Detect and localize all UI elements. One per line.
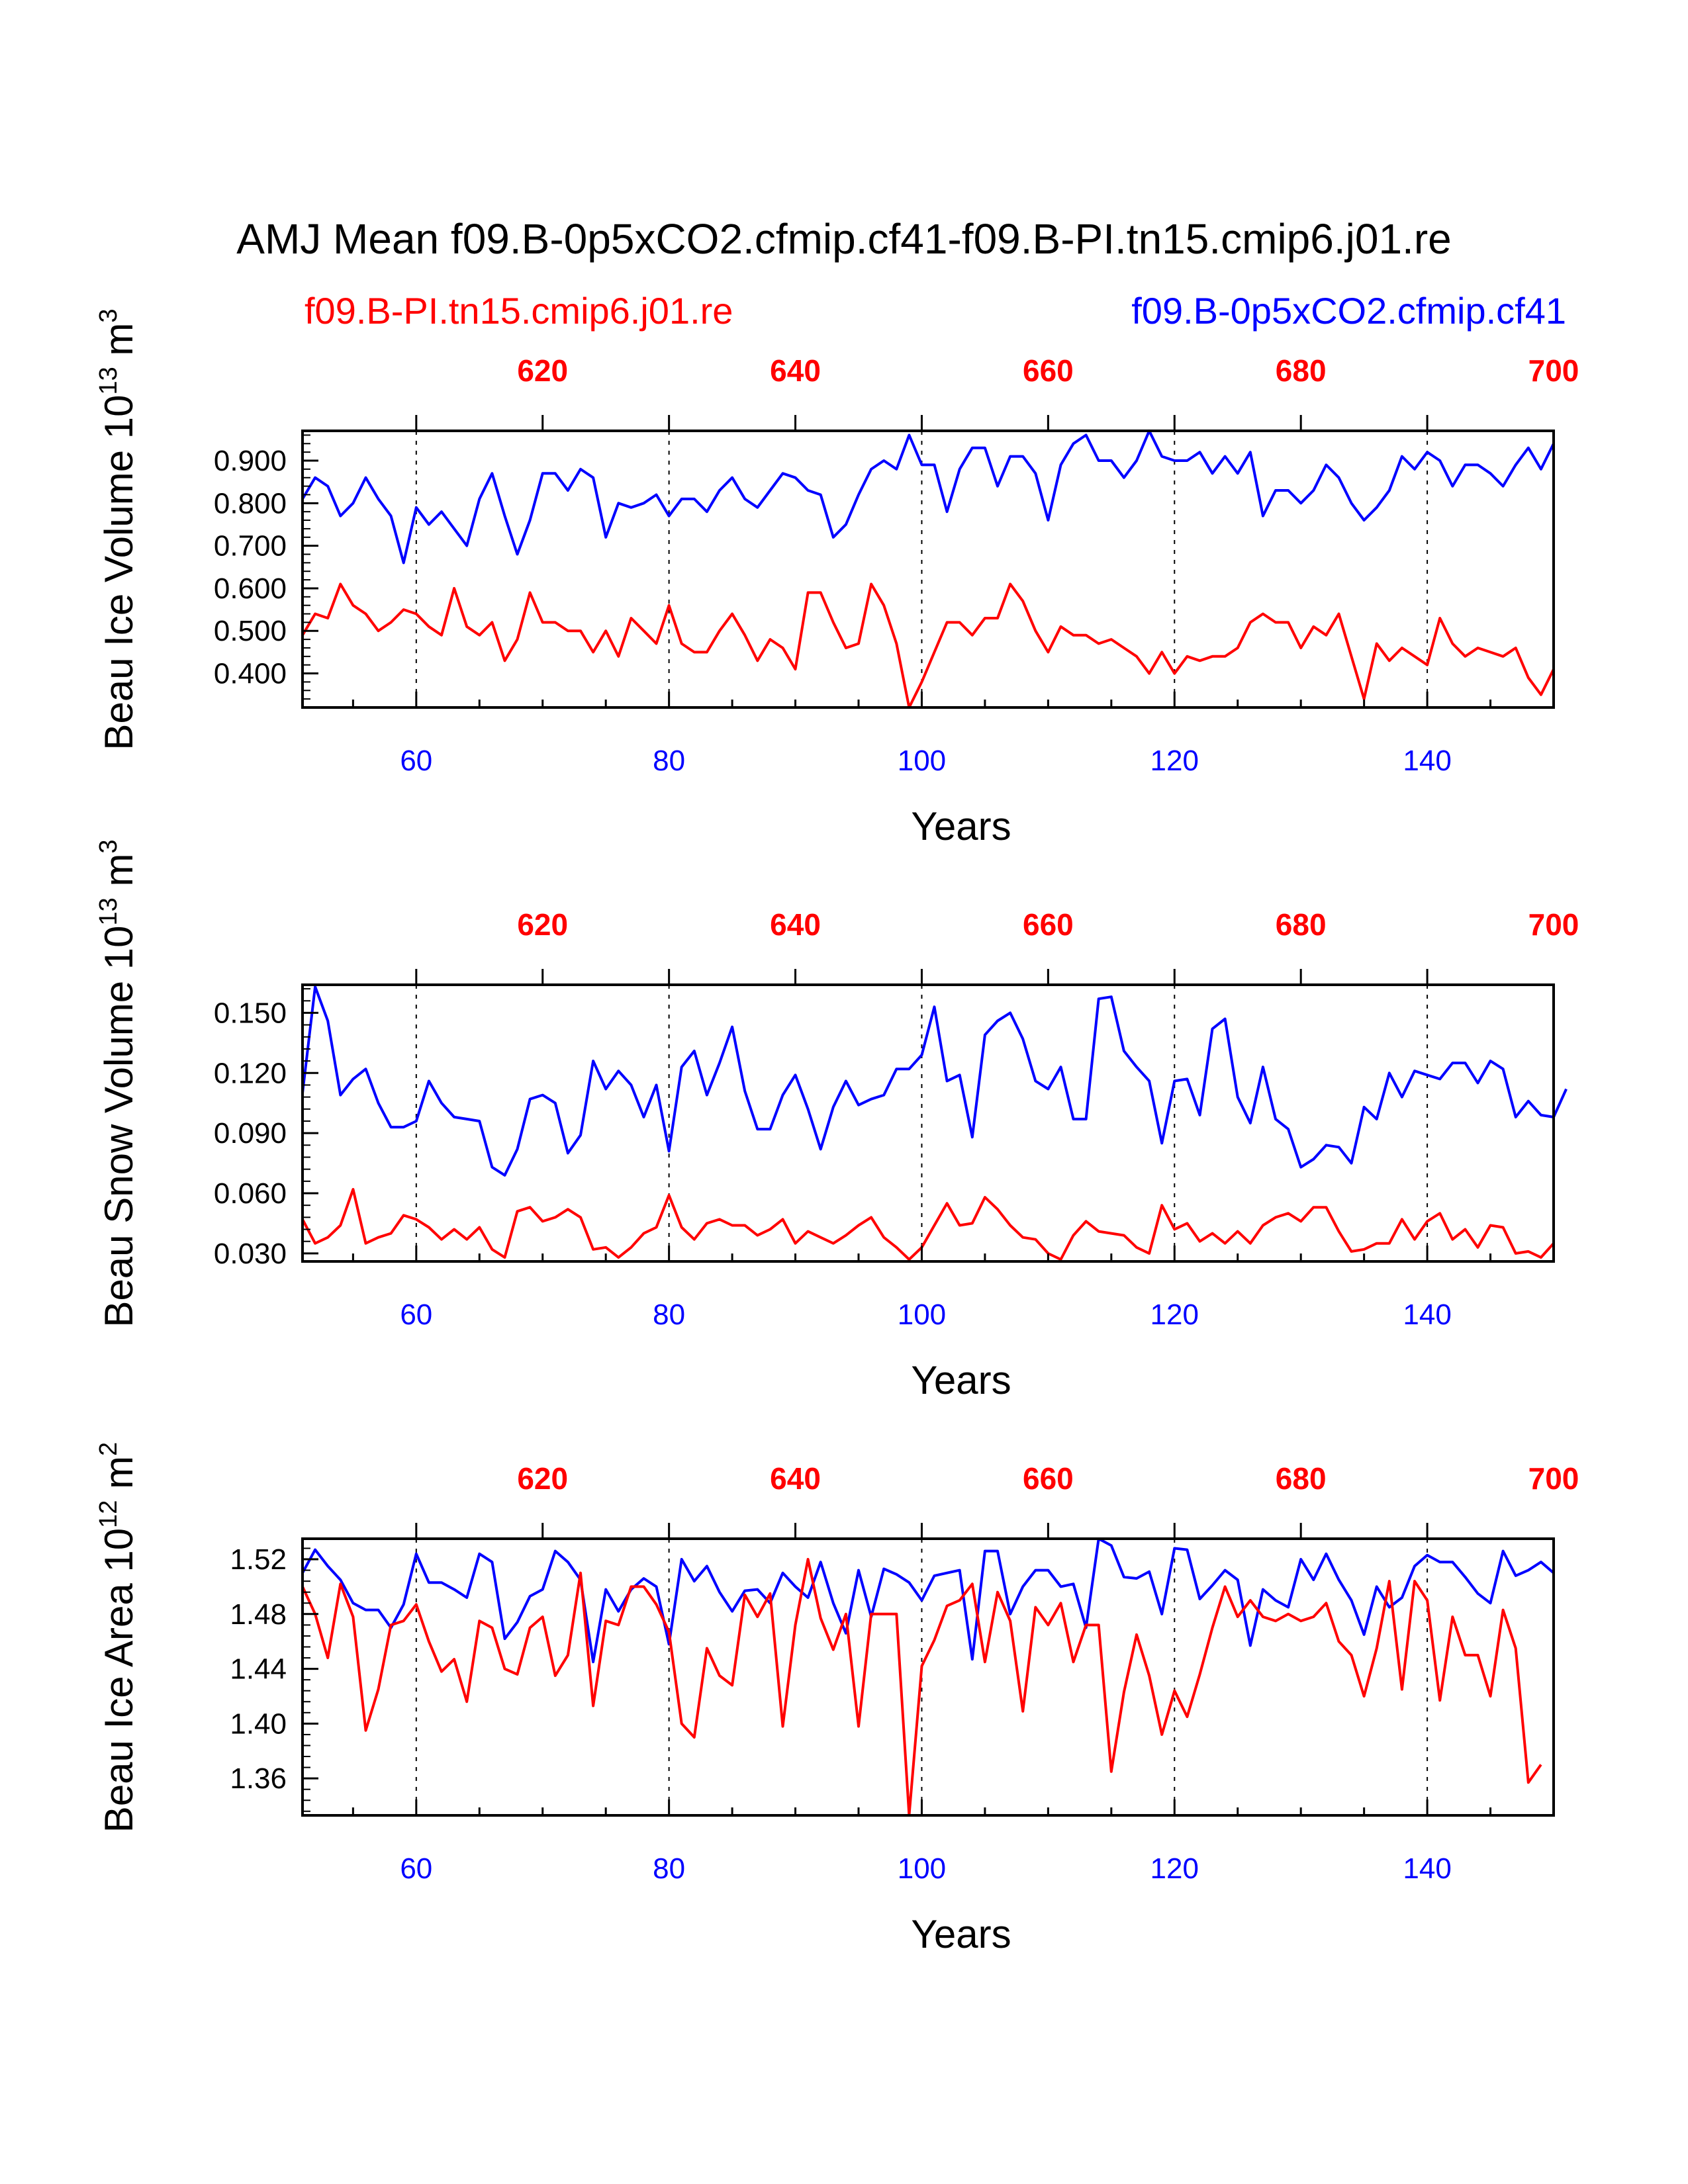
- snow-volume-yaxis-title-part-1: 13: [95, 897, 122, 925]
- ice-volume-ytick-label-4: 0.800: [214, 487, 287, 520]
- snow-volume-yaxis-title: Beau Snow Volume 1013 m3: [95, 839, 141, 1327]
- ice-area-top-tick-label-640: 640: [770, 1461, 821, 1496]
- ice-volume-yaxis-title-part-3: 3: [95, 308, 122, 322]
- ice-volume-ytick-label-3: 0.700: [214, 530, 287, 563]
- snow-volume-yaxis-title-part-3: 3: [95, 839, 122, 853]
- ice-volume-yaxis-title-part-2: m: [97, 323, 141, 367]
- snow-volume-top-tick-label-700: 700: [1528, 907, 1579, 942]
- ice-volume-ytick-label-2: 0.600: [214, 572, 287, 605]
- ice-area-yaxis-title-part-2: m: [97, 1456, 141, 1500]
- ice-area-xtick-label-120: 120: [1150, 1852, 1199, 1885]
- ice-volume-plot-frame: [301, 430, 1555, 709]
- ice-area-xtick-label-100: 100: [898, 1852, 946, 1885]
- snow-volume-top-tick-label-660: 660: [1023, 907, 1074, 942]
- ice-volume-ytick-label-1: 0.500: [214, 615, 287, 647]
- snow-volume-yaxis-title-part-0: Beau Snow Volume 10: [97, 925, 141, 1327]
- ice-volume-top-tick-label-640: 640: [770, 353, 821, 388]
- snow-volume-xtick-label-120: 120: [1150, 1298, 1199, 1331]
- snow-volume-top-tick-label-640: 640: [770, 907, 821, 942]
- ice-volume-series-co2-line: [301, 430, 1555, 565]
- ice-area-yaxis-title: Beau Ice Area 1012 m2: [95, 1442, 141, 1833]
- snow-volume-ytick-label-0: 0.030: [214, 1238, 287, 1270]
- panel-ice-volume: 60 80 100 120 140 620 640 660 680 700 0.400 0.500 0.…: [95, 308, 1579, 848]
- legend-pi-label: f09.B-PI.tn15.cmip6.j01.re: [305, 290, 733, 332]
- ice-volume-series-pi-line: [301, 582, 1555, 709]
- ice-area-yaxis-title-part-3: 2: [95, 1442, 122, 1456]
- snow-volume-xtick-label-100: 100: [898, 1298, 946, 1331]
- snow-volume-xtick-label-80: 80: [653, 1298, 685, 1331]
- ice-volume-xtick-label-120: 120: [1150, 745, 1199, 777]
- snow-volume-series-co2-line: [301, 985, 1568, 1177]
- ice-volume-ytick-label-5: 0.900: [214, 445, 287, 477]
- ice-area-ytick-label-2: 1.44: [230, 1653, 287, 1686]
- snow-volume-xtick-label-140: 140: [1403, 1298, 1451, 1331]
- ice-area-ytick-label-1: 1.40: [230, 1707, 287, 1740]
- ice-area-xaxis-title: Years: [911, 1912, 1011, 1956]
- ice-volume-xaxis-title: Years: [911, 804, 1011, 848]
- snow-volume-ytick-label-2: 0.090: [214, 1117, 287, 1150]
- ice-area-top-tick-label-680: 680: [1276, 1461, 1327, 1496]
- chart-title: AMJ Mean f09.B-0p5xCO2.cfmip.cf41-f09.B-…: [236, 215, 1451, 263]
- ice-volume-ytick-label-0: 0.400: [214, 658, 287, 690]
- ice-area-top-tick-label-700: 700: [1528, 1461, 1579, 1496]
- ice-area-ytick-label-3: 1.48: [230, 1598, 287, 1631]
- snow-volume-ytick-label-4: 0.150: [214, 997, 287, 1029]
- snow-volume-xaxis-title: Years: [911, 1358, 1011, 1402]
- ice-area-series-co2-line: [301, 1537, 1555, 1664]
- ice-volume-top-tick-label-620: 620: [517, 353, 568, 388]
- ice-area-top-tick-label-660: 660: [1023, 1461, 1074, 1496]
- ice-volume-xtick-label-100: 100: [898, 745, 946, 777]
- ice-area-ytick-label-4: 1.52: [230, 1543, 287, 1576]
- ice-area-yaxis-title-part-1: 12: [95, 1500, 122, 1528]
- ice-area-plot-frame: [301, 1537, 1555, 1817]
- ice-volume-top-tick-label-700: 700: [1528, 353, 1579, 388]
- ice-volume-yaxis-title-part-1: 13: [95, 367, 122, 394]
- ice-area-ytick-label-0: 1.36: [230, 1762, 287, 1795]
- ice-volume-xtick-label-140: 140: [1403, 745, 1451, 777]
- snow-volume-yaxis-title-part-2: m: [97, 854, 141, 898]
- ice-volume-yaxis-title-part-0: Beau Ice Volume 10: [97, 395, 141, 751]
- ice-area-yaxis-title-part-0: Beau Ice Area 10: [97, 1528, 141, 1833]
- ice-area-series-pi-line: [301, 1558, 1542, 1817]
- ice-area-top-tick-label-620: 620: [517, 1461, 568, 1496]
- ice-area-xtick-label-60: 60: [400, 1852, 432, 1885]
- ice-volume-top-tick-label-680: 680: [1276, 353, 1327, 388]
- snow-volume-xtick-label-60: 60: [400, 1298, 432, 1331]
- ice-volume-xtick-label-60: 60: [400, 745, 432, 777]
- ice-volume-xtick-label-80: 80: [653, 745, 685, 777]
- legend-co2-label: f09.B-0p5xCO2.cfmip.cf41: [1131, 290, 1566, 332]
- panel-snow-volume: 60 80 100 120 140 620 640 660 680 700 0.030 0.060 0.…: [95, 839, 1579, 1402]
- ice-area-xtick-label-140: 140: [1403, 1852, 1451, 1885]
- panel-ice-area: 60 80 100 120 140 620 640 660 680 700 1.36 1.40 1.44…: [95, 1442, 1579, 1956]
- ice-volume-yaxis-title: Beau Ice Volume 1013 m3: [95, 308, 141, 750]
- ice-area-xtick-label-80: 80: [653, 1852, 685, 1885]
- snow-volume-top-tick-label-680: 680: [1276, 907, 1327, 942]
- snow-volume-ytick-label-1: 0.060: [214, 1177, 287, 1210]
- snow-volume-top-tick-label-620: 620: [517, 907, 568, 942]
- snow-volume-plot-frame: [301, 983, 1555, 1263]
- snow-volume-ytick-label-3: 0.120: [214, 1057, 287, 1089]
- snow-volume-series-pi-line: [301, 1188, 1555, 1261]
- ice-volume-top-tick-label-660: 660: [1023, 353, 1074, 388]
